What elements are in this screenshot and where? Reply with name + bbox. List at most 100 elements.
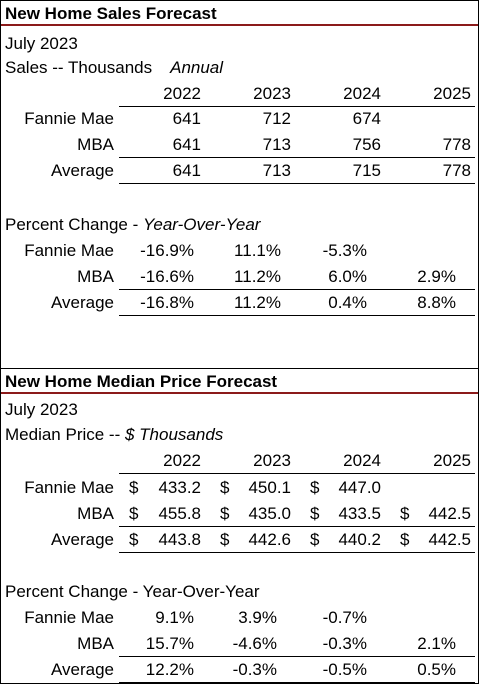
- header-rule: [119, 473, 475, 474]
- row-label: Fannie Mae: [24, 109, 114, 128]
- table-cell: 778: [442, 161, 471, 180]
- currency-symbol: $: [400, 530, 410, 549]
- total-rule: [119, 289, 475, 290]
- total-rule: [119, 656, 475, 657]
- row-label: Average: [50, 530, 114, 549]
- row-label: MBA: [77, 504, 114, 523]
- currency-symbol: $: [129, 478, 139, 497]
- table-cell: 0.5%: [417, 660, 456, 679]
- price-subtitle-units: $ Thousands: [124, 425, 224, 444]
- table-cell: -0.5%: [322, 660, 367, 679]
- bottom-rule: [119, 682, 475, 683]
- year-header-cell: 2025: [433, 451, 471, 470]
- currency-symbol: $: [220, 504, 230, 523]
- table-cell: 15.7%: [145, 634, 194, 653]
- table-cell: 450.1: [248, 478, 291, 497]
- table-cell: 674: [352, 109, 381, 128]
- row-label: Fannie Mae: [24, 478, 114, 497]
- table-cell: 641: [172, 135, 201, 154]
- pct-title-prefix: Percent Change -: [5, 215, 143, 234]
- total-rule: [119, 526, 475, 527]
- table-cell: -16.6%: [140, 267, 194, 286]
- row-label: MBA: [77, 135, 114, 154]
- year-header-cell: 2023: [253, 84, 291, 103]
- row-label: Average: [50, 660, 114, 679]
- currency-symbol: $: [220, 478, 230, 497]
- sales-section-title: New Home Sales Forecast: [1, 0, 478, 26]
- sales-pct-title: Percent Change - Year-Over-Year: [5, 215, 260, 235]
- table-cell: 8.8%: [417, 293, 456, 312]
- price-subtitle-label: Median Price --: [5, 425, 125, 444]
- year-header-cell: 2022: [163, 84, 201, 103]
- sales-subtitle: Sales -- Thousands Annual: [5, 58, 223, 78]
- currency-symbol: $: [400, 504, 410, 523]
- year-header-cell: 2025: [433, 84, 471, 103]
- table-cell: 442.5: [428, 504, 471, 523]
- row-label: Fannie Mae: [24, 608, 114, 627]
- table-cell: -16.8%: [140, 293, 194, 312]
- table-cell: 435.0: [248, 504, 291, 523]
- row-label: Average: [50, 161, 114, 180]
- table-cell: 712: [262, 109, 291, 128]
- currency-symbol: $: [129, 530, 139, 549]
- table-cell: 713: [262, 161, 291, 180]
- currency-symbol: $: [310, 478, 320, 497]
- header-rule: [119, 106, 475, 107]
- table-cell: 715: [352, 161, 381, 180]
- price-section-title: New Home Median Price Forecast: [1, 368, 478, 394]
- table-cell: 641: [172, 161, 201, 180]
- currency-symbol: $: [220, 530, 230, 549]
- table-cell: 3.9%: [238, 608, 277, 627]
- year-header-cell: 2023: [253, 451, 291, 470]
- table-cell: -0.3%: [322, 634, 367, 653]
- table-cell: 2.1%: [417, 634, 456, 653]
- year-header-cell: 2022: [163, 451, 201, 470]
- table-cell: 433.5: [338, 504, 381, 523]
- price-pct-title: Percent Change - Year-Over-Year: [5, 582, 260, 601]
- table-cell: -4.6%: [232, 634, 277, 653]
- sales-subtitle-period: Annual: [170, 58, 224, 77]
- pct-title-period: Year-Over-Year: [142, 215, 261, 234]
- row-label: Fannie Mae: [24, 241, 114, 260]
- table-cell: 11.2%: [234, 267, 281, 286]
- bottom-rule: [119, 315, 475, 316]
- table-cell: 440.2: [338, 530, 381, 549]
- table-cell: 433.2: [158, 478, 201, 497]
- bottom-rule: [119, 552, 475, 553]
- row-label: MBA: [77, 267, 114, 286]
- table-cell: 778: [442, 135, 471, 154]
- table-cell: 0.4%: [328, 293, 367, 312]
- table-cell: 12.2%: [145, 660, 194, 679]
- bottom-rule: [119, 183, 475, 184]
- currency-symbol: $: [310, 504, 320, 523]
- table-cell: -0.7%: [322, 608, 367, 627]
- table-cell: 9.1%: [155, 608, 194, 627]
- currency-symbol: $: [310, 530, 320, 549]
- table-cell: 641: [172, 109, 201, 128]
- table-cell: -16.9%: [140, 241, 194, 260]
- table-cell: 455.8: [158, 504, 201, 523]
- price-subtitle: Median Price -- $ Thousands: [5, 425, 223, 445]
- table-cell: 2.9%: [417, 267, 456, 286]
- table-cell: -5.3%: [322, 241, 367, 260]
- table-cell: 443.8: [158, 530, 201, 549]
- sales-subtitle-units: Sales -- Thousands: [5, 58, 153, 77]
- table-cell: 713: [262, 135, 291, 154]
- table-cell: -0.3%: [232, 660, 277, 679]
- currency-symbol: $: [129, 504, 139, 523]
- row-label: MBA: [77, 634, 114, 653]
- table-cell: 756: [352, 135, 381, 154]
- table-cell: 442.6: [248, 530, 291, 549]
- row-label: Average: [50, 293, 114, 312]
- price-date: July 2023: [5, 400, 78, 419]
- year-header-cell: 2024: [343, 451, 381, 470]
- table-cell: 11.1%: [234, 241, 281, 260]
- total-rule: [119, 157, 475, 158]
- table-cell: 447.0: [338, 478, 381, 497]
- table-cell: 6.0%: [328, 267, 367, 286]
- table-cell: 442.5: [428, 530, 471, 549]
- year-header-cell: 2024: [343, 84, 381, 103]
- sales-date: July 2023: [5, 34, 78, 53]
- table-cell: 11.2%: [234, 293, 281, 312]
